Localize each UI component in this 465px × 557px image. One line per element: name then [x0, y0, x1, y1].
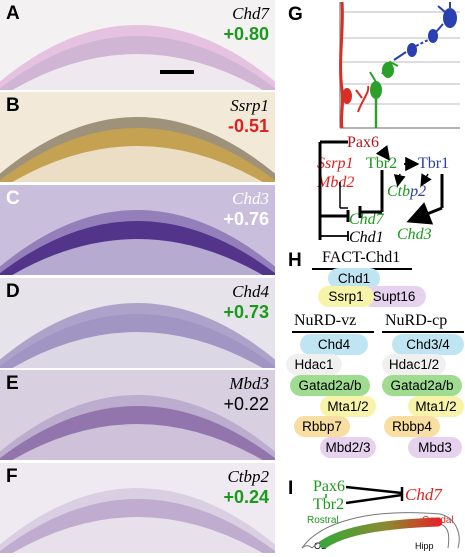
nurd-vz-title: NuRD-vz	[294, 312, 357, 329]
correlation-score: +0.76	[223, 209, 269, 229]
complex-subunit: Rbbp4	[384, 416, 440, 437]
complex-subunit: Chd1	[328, 268, 380, 289]
net-pax6: Pax6	[347, 134, 379, 151]
net-ctbp2-b: p2	[410, 183, 427, 200]
correlation-score: +0.80	[223, 24, 269, 44]
scale-bar	[160, 70, 194, 74]
complex-subunit: Hdac1/2	[382, 354, 446, 375]
net-mbd2: Mbd2	[317, 174, 355, 191]
panel-f: F Ctbp2 +0.24	[0, 463, 275, 553]
i-rostral: Rostral	[307, 515, 339, 526]
ish-image	[0, 278, 275, 368]
i-chd7: Chd7	[405, 485, 442, 504]
panel-letter: C	[6, 188, 20, 209]
gene-name: Chd4	[232, 282, 269, 301]
panel-d: D Chd4 +0.73	[0, 278, 275, 368]
correlation-score: +0.73	[223, 302, 269, 322]
nurd-cp-underline	[382, 331, 464, 333]
complex-subunit: Chd3/4	[392, 334, 464, 355]
complex-subunit: Hdac1	[286, 354, 342, 375]
correlation-score: +0.24	[223, 487, 269, 507]
panel-c: C Chd3 +0.76	[0, 185, 275, 275]
complex-subunit: Supt16	[362, 286, 426, 307]
i-pax6: Pax6	[313, 478, 345, 495]
correlation-score: +0.22	[223, 394, 269, 414]
net-ssrp1: Ssrp1	[317, 155, 354, 172]
gene-name: Chd3	[232, 189, 269, 208]
complex-subunit: Gatad2a/b	[382, 375, 462, 396]
complex-subunit: Mta1/2	[320, 396, 376, 417]
complex-subunit: Mbd2/3	[320, 437, 376, 458]
network-edges	[318, 140, 444, 241]
net-ctbp2: Ctbp2	[387, 183, 426, 201]
gene-name: Ssrp1	[230, 96, 269, 115]
ish-image	[0, 92, 275, 182]
complex-subunit: Gatad2a/b	[290, 375, 370, 396]
panel-i-drawing	[301, 485, 460, 549]
panel-letter: A	[6, 3, 20, 24]
i-tbr2: Tbr2	[313, 496, 345, 513]
panel-letter: D	[6, 281, 20, 302]
complex-subunit: Chd4	[300, 334, 368, 355]
panel-g-label: G	[288, 4, 303, 25]
complex-subunit: Mbd3	[408, 437, 462, 458]
ish-image	[0, 463, 275, 553]
panel-e: E Mbd3 +0.22	[0, 370, 275, 460]
gene-name: Mbd3	[229, 374, 269, 393]
cortex-schematic	[339, 1, 460, 129]
complex-subunit: Rbbp7	[294, 416, 350, 437]
i-hipp: Hipp	[415, 541, 434, 551]
complex-subunit: Ssrp1	[318, 286, 374, 307]
correlation-score: -0.51	[227, 116, 269, 136]
panel-letter: B	[6, 95, 20, 116]
nurd-cp-title: NuRD-cp	[385, 312, 448, 329]
panel-h-label: H	[288, 250, 302, 271]
panel-a: A Chd7 +0.80	[0, 0, 275, 90]
panel-letter: E	[6, 373, 19, 394]
nurd-vz-underline	[292, 331, 374, 333]
net-chd3: Chd3	[397, 226, 432, 243]
panel-b: B Ssrp1 -0.51	[0, 92, 275, 182]
net-tbr1: Tbr1	[418, 155, 450, 172]
net-chd7: Chd7	[349, 211, 384, 228]
panel-i-label: I	[288, 478, 294, 499]
net-ctbp2-a: Ctb	[387, 183, 411, 200]
ish-image	[0, 0, 275, 90]
panel-letter: F	[6, 466, 18, 487]
ish-image	[0, 185, 275, 275]
ish-image	[0, 370, 275, 460]
complex-subunit: Mta1/2	[408, 396, 464, 417]
net-chd1: Chd1	[349, 229, 384, 246]
fact-title: FACT-Chd1	[322, 249, 401, 266]
gene-name: Ctbp2	[227, 467, 269, 486]
gene-name: Chd7	[232, 4, 269, 23]
